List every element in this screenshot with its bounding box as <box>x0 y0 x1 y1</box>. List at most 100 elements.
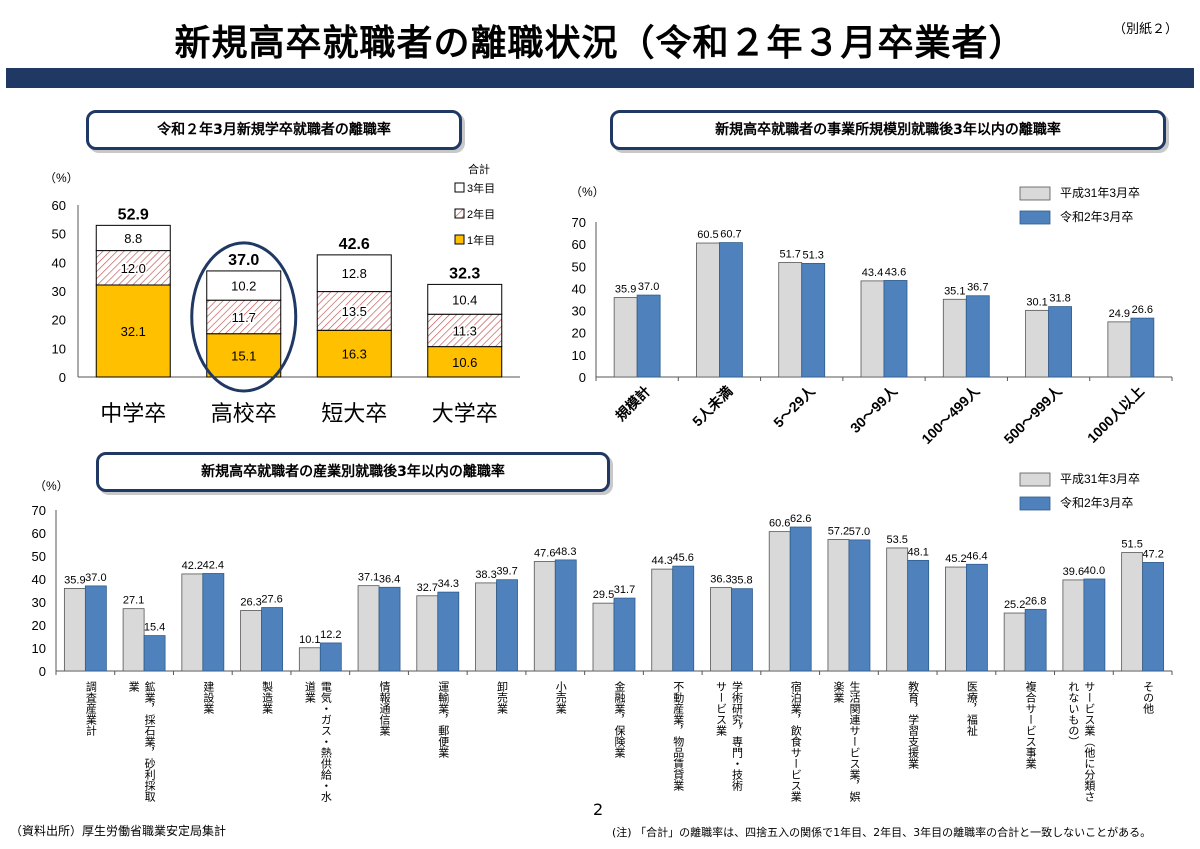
chart2-legend-label: 令和2年3月卒 <box>1060 209 1133 224</box>
chart3-bar <box>1142 562 1165 672</box>
chart2-ytick: 30 <box>572 304 586 319</box>
chart2-category-label: 1000人以上 <box>1084 383 1147 446</box>
page-title: 新規高卒就職者の離職状況（令和２年３月卒業者） <box>174 23 1026 64</box>
chart3-category-label: 電気・ガス・熱供給・水 <box>319 681 332 802</box>
chart3-value-label: 37.1 <box>358 572 379 584</box>
chart2-value-label: 51.7 <box>780 249 801 261</box>
chart2-ytick: 20 <box>572 326 586 341</box>
chart1-segment-label: 10.6 <box>452 355 477 370</box>
chart3-value-label: 47.6 <box>534 548 555 560</box>
chart3-bar <box>357 585 380 672</box>
chart2-value-label: 60.7 <box>720 229 741 241</box>
chart3-category-label: 業 <box>127 681 140 692</box>
chart2-value-label: 30.1 <box>1026 296 1047 308</box>
chart3-category-label: 生活関連サービス業，娯 <box>848 680 861 803</box>
chart3-value-label: 32.7 <box>417 582 438 594</box>
chart1-legend-label: 1年目 <box>467 233 495 247</box>
chart1-bar-segment <box>316 254 392 293</box>
chart2-value-label: 43.6 <box>885 266 906 278</box>
chart-stacked-dropout: （%） 0 10 20 30 40 50 60 32.1 12.0 8.8 52.9 中学卒 15.1 11… <box>44 162 520 426</box>
chart3-bar <box>63 588 86 672</box>
chart3-bar <box>966 563 988 672</box>
chart3-bar <box>651 568 674 672</box>
chart2-legend-swatch <box>1019 186 1051 201</box>
chart3-ytick: 20 <box>32 618 46 633</box>
chart2-ytick: 0 <box>579 370 586 385</box>
chart1-ytick: 0 <box>59 370 66 385</box>
chart1-legend-swatch <box>454 208 465 219</box>
chart3-value-label: 15.4 <box>144 622 165 634</box>
chart3-value-label: 38.3 <box>475 569 496 581</box>
chart3-bar <box>533 561 556 672</box>
chart3-legend-swatch <box>1019 496 1051 511</box>
chart3-category-label: れないもの） <box>1067 681 1080 747</box>
chart1-category-label: 大学卒 <box>432 401 498 426</box>
chart2-bar <box>719 242 743 378</box>
chart3-bar <box>143 635 166 672</box>
chart2-value-label: 37.0 <box>638 281 659 293</box>
chart1-highlight-ellipse <box>190 241 298 393</box>
chart1-bar-segment <box>316 329 392 378</box>
chart1-bar-segment <box>206 270 282 301</box>
chart3-bar <box>1024 608 1047 672</box>
chart3-value-label: 12.2 <box>320 629 341 641</box>
chart2-title-box: 新規高卒就職者の事業所規模別就職後3年以内の離職率 <box>610 110 1166 150</box>
chart3-category-label: 不動産業，物品賃貸業 <box>672 681 685 791</box>
chart3-bar <box>298 647 321 672</box>
chart2-value-label: 31.8 <box>1049 293 1070 305</box>
source-note: （資料出所）厚生労働省職業安定局集計 <box>10 824 227 838</box>
chart2-legend-swatch <box>1019 210 1051 225</box>
chart3-value-label: 39.7 <box>496 566 517 578</box>
chart3-value-label: 26.3 <box>240 597 261 609</box>
chart3-bar <box>672 565 695 672</box>
chart3-value-label: 37.0 <box>85 572 106 584</box>
chart2-value-label: 35.9 <box>615 284 636 296</box>
chart3-category-label: 情報通信業 <box>378 681 391 736</box>
chart1-ytick: 30 <box>52 284 66 299</box>
chart3-category-label: 製造業 <box>261 680 274 714</box>
chart1-bar-segment <box>316 291 392 331</box>
chart3-ytick: 40 <box>32 572 46 587</box>
chart3-bar <box>1003 612 1026 672</box>
chart3-ytick: 50 <box>32 549 46 564</box>
chart3-category-label: サービス業 <box>714 681 727 736</box>
chart2-category-label: 100～499人 <box>918 382 983 447</box>
chart3-bar <box>1062 579 1085 672</box>
chart3-ytick: 10 <box>32 641 46 656</box>
chart3-bar <box>827 539 850 672</box>
chart2-bar <box>613 297 638 378</box>
chart1-ytick: 10 <box>52 341 66 356</box>
chart3-bar <box>1121 552 1144 672</box>
chart2-bar <box>696 242 720 378</box>
chart3-value-label: 46.4 <box>966 550 987 562</box>
chart1-segment-label: 10.2 <box>231 279 256 294</box>
chart-by-industry: （%） 0 10 20 30 40 50 60 70 35.9 37.0 調査産業計 27.1 15.4 鉱… <box>32 472 1173 803</box>
chart1-total-label: 37.0 <box>228 252 259 269</box>
chart3-bar <box>261 607 283 672</box>
chart3-bar <box>886 547 909 672</box>
chart3-category-label: 学術研究，専門・技術 <box>730 680 743 791</box>
chart3-bar <box>319 642 342 672</box>
chart1-category-label: 短大卒 <box>321 401 387 426</box>
chart3-bar <box>554 559 577 672</box>
chart3-bar <box>202 573 225 672</box>
chart3-bar <box>84 585 107 672</box>
page-number: 2 <box>593 800 604 819</box>
chart3-value-label: 60.6 <box>769 518 790 530</box>
chart2-bar <box>778 262 803 378</box>
chart3-value-label: 53.5 <box>886 534 907 546</box>
chart1-bar-segment <box>206 299 282 335</box>
chart3-ytick: 70 <box>32 503 46 518</box>
chart3-value-label: 40.0 <box>1084 565 1105 577</box>
chart2-ytick: 40 <box>572 281 586 296</box>
chart1-title: 令和２年3月新規学卒就職者の離職率 <box>157 122 391 138</box>
chart3-bar <box>945 566 967 672</box>
chart3-category-label: サービス業（他に分類さ <box>1083 681 1096 802</box>
chart3-bar <box>240 610 262 672</box>
chart3-category-label: 医療，福祉 <box>965 681 978 737</box>
chart3-ylabel: （%） <box>34 479 69 493</box>
chart2-bar <box>860 280 885 378</box>
chart3-value-label: 45.2 <box>945 553 966 565</box>
chart2-bar <box>636 294 661 378</box>
